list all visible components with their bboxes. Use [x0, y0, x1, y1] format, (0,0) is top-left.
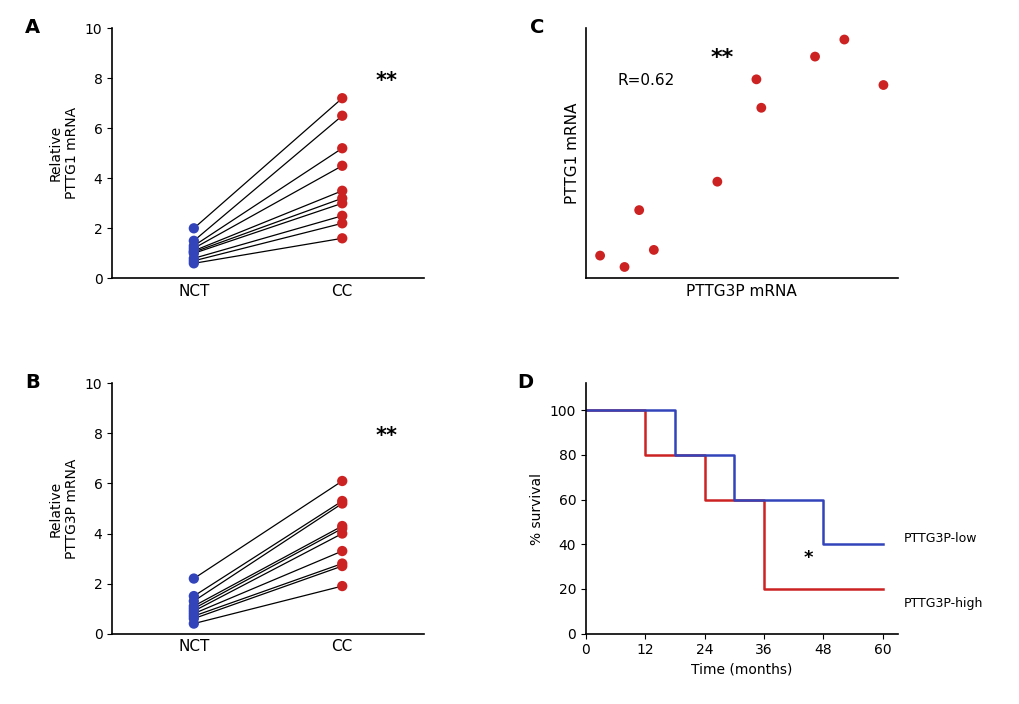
Point — [185, 248, 202, 259]
Y-axis label: Relative
PTTG1 mRNA: Relative PTTG1 mRNA — [49, 107, 79, 199]
Point — [334, 523, 351, 534]
Point — [836, 34, 852, 45]
Point — [631, 204, 647, 215]
Point — [874, 80, 891, 91]
Point — [334, 160, 351, 171]
Point — [185, 240, 202, 251]
Point — [334, 210, 351, 222]
Point — [748, 74, 764, 85]
Text: **: ** — [375, 426, 397, 446]
Point — [334, 496, 351, 507]
Text: **: ** — [375, 70, 397, 91]
Point — [334, 185, 351, 196]
Text: C: C — [529, 18, 544, 37]
Point — [334, 528, 351, 539]
Point — [591, 250, 607, 261]
Text: B: B — [24, 373, 40, 392]
Y-axis label: PTTG1 mRNA: PTTG1 mRNA — [565, 103, 580, 204]
Point — [752, 102, 768, 113]
Point — [185, 608, 202, 620]
Point — [334, 546, 351, 557]
Point — [185, 613, 202, 624]
Text: *: * — [803, 548, 812, 567]
Y-axis label: % survival: % survival — [530, 472, 544, 544]
Point — [185, 246, 202, 258]
Text: A: A — [24, 18, 40, 37]
Point — [334, 143, 351, 154]
Text: **: ** — [710, 48, 733, 68]
Point — [185, 235, 202, 246]
Point — [334, 93, 351, 104]
Text: R=0.62: R=0.62 — [616, 73, 674, 88]
Point — [334, 218, 351, 229]
Point — [185, 243, 202, 254]
Point — [185, 222, 202, 234]
Point — [334, 520, 351, 532]
Point — [185, 591, 202, 602]
Point — [185, 596, 202, 607]
Point — [334, 580, 351, 591]
Point — [185, 573, 202, 584]
Text: PTTG3P-low: PTTG3P-low — [903, 532, 976, 545]
Point — [334, 475, 351, 486]
Point — [334, 558, 351, 569]
X-axis label: PTTG3P mRNA: PTTG3P mRNA — [686, 284, 797, 299]
Point — [334, 560, 351, 572]
X-axis label: Time (months): Time (months) — [691, 663, 792, 677]
Point — [185, 605, 202, 617]
Point — [334, 193, 351, 204]
Point — [806, 51, 822, 62]
Point — [708, 176, 725, 187]
Point — [334, 110, 351, 121]
Point — [185, 618, 202, 629]
Point — [185, 610, 202, 622]
Point — [185, 258, 202, 269]
Point — [334, 498, 351, 509]
Text: PTTG3P-high: PTTG3P-high — [903, 597, 982, 610]
Point — [185, 255, 202, 266]
Point — [185, 253, 202, 264]
Point — [334, 233, 351, 244]
Point — [334, 198, 351, 209]
Point — [185, 601, 202, 612]
Point — [185, 603, 202, 614]
Text: D: D — [517, 373, 533, 392]
Y-axis label: Relative
PTTG3P mRNA: Relative PTTG3P mRNA — [49, 458, 79, 559]
Point — [185, 245, 202, 256]
Point — [645, 244, 661, 256]
Point — [615, 261, 632, 272]
